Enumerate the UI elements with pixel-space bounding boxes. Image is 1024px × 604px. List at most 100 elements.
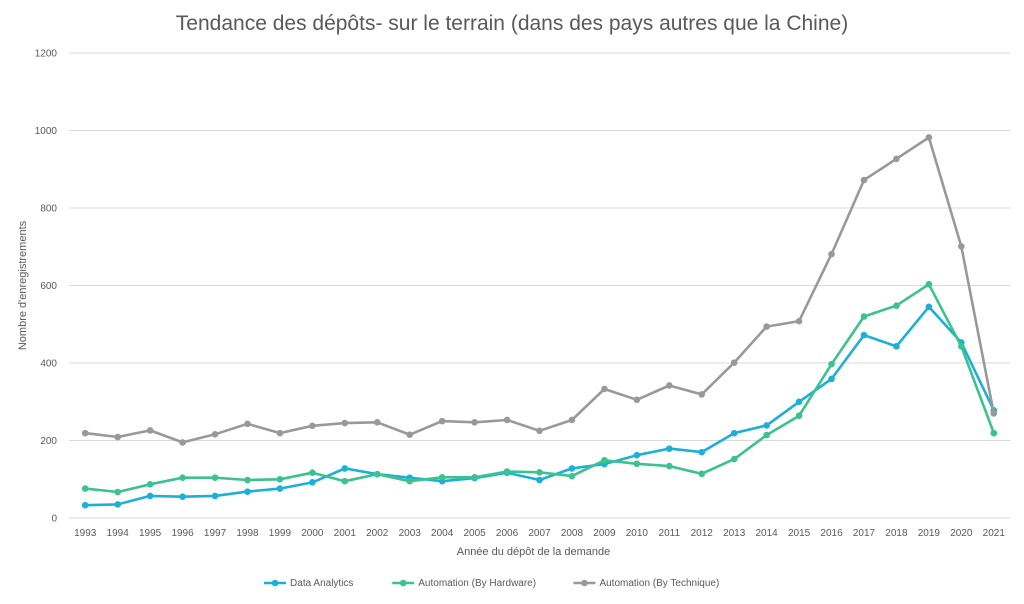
data-point bbox=[893, 155, 900, 163]
data-point bbox=[698, 470, 706, 478]
data-point bbox=[309, 479, 316, 486]
gridlines bbox=[69, 52, 1010, 519]
data-point bbox=[568, 472, 576, 480]
data-point bbox=[471, 418, 478, 426]
data-point bbox=[244, 420, 251, 428]
x-tick-label: 2000 bbox=[301, 528, 324, 539]
x-tick-label: 2008 bbox=[561, 528, 584, 539]
x-tick-label: 2001 bbox=[334, 528, 357, 539]
x-tick-label: 2013 bbox=[723, 528, 746, 539]
y-tick-label: 1000 bbox=[35, 126, 58, 137]
data-point bbox=[211, 431, 219, 438]
data-point bbox=[341, 465, 349, 472]
data-point bbox=[244, 476, 251, 484]
data-point bbox=[503, 416, 511, 424]
x-tick-label: 2004 bbox=[431, 528, 454, 539]
x-tick-label: 1993 bbox=[74, 528, 97, 539]
data-point bbox=[211, 492, 219, 500]
data-point bbox=[633, 460, 641, 468]
data-point bbox=[568, 465, 576, 472]
axes: 0 200 400 600 800 1000 1200 1993 1994 1995 1996 199… bbox=[17, 49, 1005, 559]
data-point bbox=[406, 477, 414, 485]
data-point bbox=[763, 323, 770, 330]
data-point bbox=[925, 134, 933, 141]
x-tick-label: 2011 bbox=[659, 528, 681, 539]
x-tick-label: 1996 bbox=[171, 528, 194, 539]
data-point bbox=[665, 382, 673, 389]
data-point bbox=[81, 485, 89, 492]
legend-marker bbox=[271, 579, 279, 587]
x-axis-title: Année du dépôt de la demande bbox=[457, 546, 611, 558]
data-point bbox=[81, 429, 89, 437]
data-point bbox=[795, 398, 803, 406]
data-point bbox=[990, 410, 998, 417]
series-line bbox=[83, 282, 996, 494]
data-point bbox=[536, 427, 543, 435]
legend-label: Automation (By Technique) bbox=[599, 578, 719, 589]
y-axis-title: Nombre d'enregistrements bbox=[17, 220, 29, 350]
y-tick-label: 800 bbox=[40, 204, 57, 215]
x-tick-label: 2003 bbox=[399, 528, 422, 539]
data-point bbox=[925, 281, 933, 288]
y-tick-label: 0 bbox=[51, 514, 57, 525]
data-point bbox=[601, 385, 608, 393]
data-point bbox=[730, 455, 738, 463]
x-tick-label: 2020 bbox=[950, 528, 973, 539]
x-tick-label: 2005 bbox=[463, 528, 486, 539]
data-point bbox=[925, 303, 933, 311]
data-point bbox=[81, 501, 89, 509]
data-point bbox=[146, 480, 154, 488]
x-tick-label: 2002 bbox=[366, 528, 389, 539]
x-tick-label: 2010 bbox=[626, 528, 649, 539]
data-point bbox=[633, 451, 641, 459]
data-point bbox=[795, 412, 803, 420]
data-point bbox=[406, 431, 414, 438]
legend-item-0: Data Analytics bbox=[264, 578, 353, 589]
x-tick-label: 2019 bbox=[918, 528, 941, 539]
x-tick-label: 2018 bbox=[885, 528, 908, 539]
x-tick-label: 2014 bbox=[756, 528, 779, 539]
data-point bbox=[276, 485, 284, 492]
data-point bbox=[179, 439, 186, 446]
data-point bbox=[763, 422, 770, 429]
data-point bbox=[179, 474, 186, 482]
x-tick-label: 2015 bbox=[788, 528, 811, 539]
x-tick-label: 1997 bbox=[204, 528, 227, 539]
legend-marker bbox=[399, 579, 407, 587]
x-tick-label: 2016 bbox=[820, 528, 843, 539]
series-2 bbox=[81, 134, 998, 446]
data-point bbox=[665, 462, 673, 470]
data-point bbox=[341, 477, 349, 485]
x-tick-label: 1999 bbox=[269, 528, 292, 539]
data-point bbox=[309, 422, 316, 430]
data-point bbox=[179, 493, 186, 500]
data-point bbox=[958, 243, 965, 250]
y-tick-label: 400 bbox=[40, 359, 57, 370]
data-point bbox=[471, 474, 478, 481]
x-tick-label: 2009 bbox=[593, 528, 616, 539]
data-point bbox=[438, 417, 446, 425]
data-point bbox=[276, 429, 284, 437]
x-tick-label: 2017 bbox=[853, 528, 876, 539]
data-point bbox=[438, 474, 446, 481]
data-point bbox=[633, 396, 641, 404]
data-point bbox=[730, 359, 738, 366]
x-tick-label: 1995 bbox=[139, 528, 162, 539]
data-point bbox=[698, 391, 706, 398]
data-point bbox=[828, 375, 835, 383]
data-point bbox=[341, 419, 349, 427]
legend-label: Data Analytics bbox=[290, 578, 353, 589]
data-point bbox=[893, 302, 900, 309]
data-point bbox=[373, 470, 381, 478]
legend-label: Automation (By Hardware) bbox=[418, 578, 536, 589]
y-tick-label: 600 bbox=[40, 281, 57, 292]
series-1 bbox=[81, 281, 998, 496]
data-point bbox=[828, 250, 835, 258]
data-point bbox=[665, 445, 673, 452]
data-point bbox=[244, 488, 251, 495]
series-line bbox=[83, 136, 996, 444]
x-tick-label: 2006 bbox=[496, 528, 519, 539]
data-point bbox=[373, 418, 381, 426]
